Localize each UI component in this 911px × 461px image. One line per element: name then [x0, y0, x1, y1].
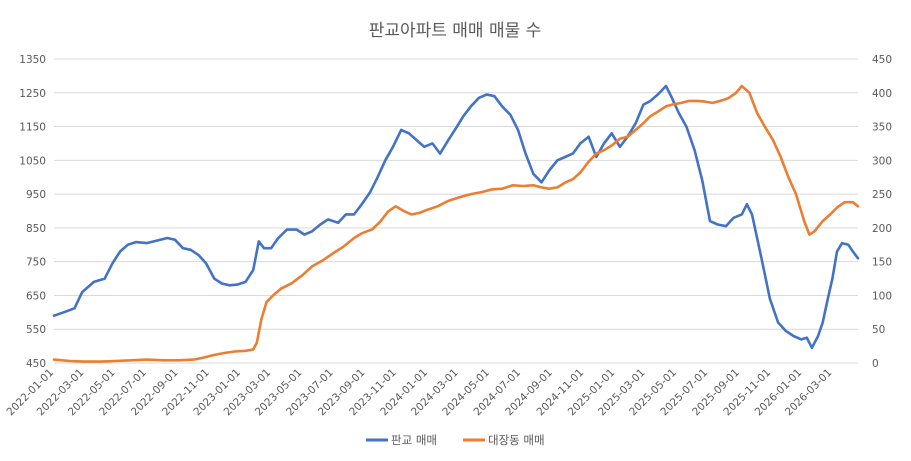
legend-label: 판교 매매 [391, 433, 437, 447]
right-tick-label: 250 [872, 189, 892, 201]
left-tick-label: 750 [26, 257, 46, 269]
right-tick-label: 350 [872, 122, 892, 134]
left-tick-label: 1250 [19, 88, 46, 100]
series-line-1 [52, 84, 860, 350]
left-tick-label: 1050 [19, 155, 46, 167]
right-tick-label: 50 [872, 324, 885, 336]
right-tick-label: 300 [872, 155, 892, 167]
left-tick-label: 850 [26, 223, 46, 235]
left-axis-ticks: 450 550 650 750 850 950 1050 1150 1250 1350 [19, 54, 46, 370]
right-tick-label: 0 [872, 358, 879, 370]
right-tick-label: 150 [872, 257, 892, 269]
left-tick-label: 950 [26, 189, 46, 201]
right-tick-label: 200 [872, 223, 892, 235]
right-tick-label: 100 [872, 290, 892, 302]
left-tick-label: 1150 [19, 122, 46, 134]
left-tick-label: 1350 [19, 54, 46, 66]
gridlines [54, 58, 858, 364]
left-tick-label: 550 [26, 324, 46, 336]
series-lines [52, 84, 860, 363]
left-tick-label: 650 [26, 290, 46, 302]
legend-label: 대장동 매매 [488, 433, 545, 447]
chart-title: 판교아파트 매매 매물 수 [369, 21, 542, 41]
left-tick-label: 450 [26, 358, 46, 370]
series-line-2 [52, 84, 860, 363]
right-tick-label: 450 [872, 54, 892, 66]
right-tick-label: 400 [872, 88, 892, 100]
legend: 판교 매매 대장동 매매 [366, 433, 545, 447]
right-axis-ticks: 0 50 100 150 200 250 300 350 400 450 [872, 54, 892, 370]
